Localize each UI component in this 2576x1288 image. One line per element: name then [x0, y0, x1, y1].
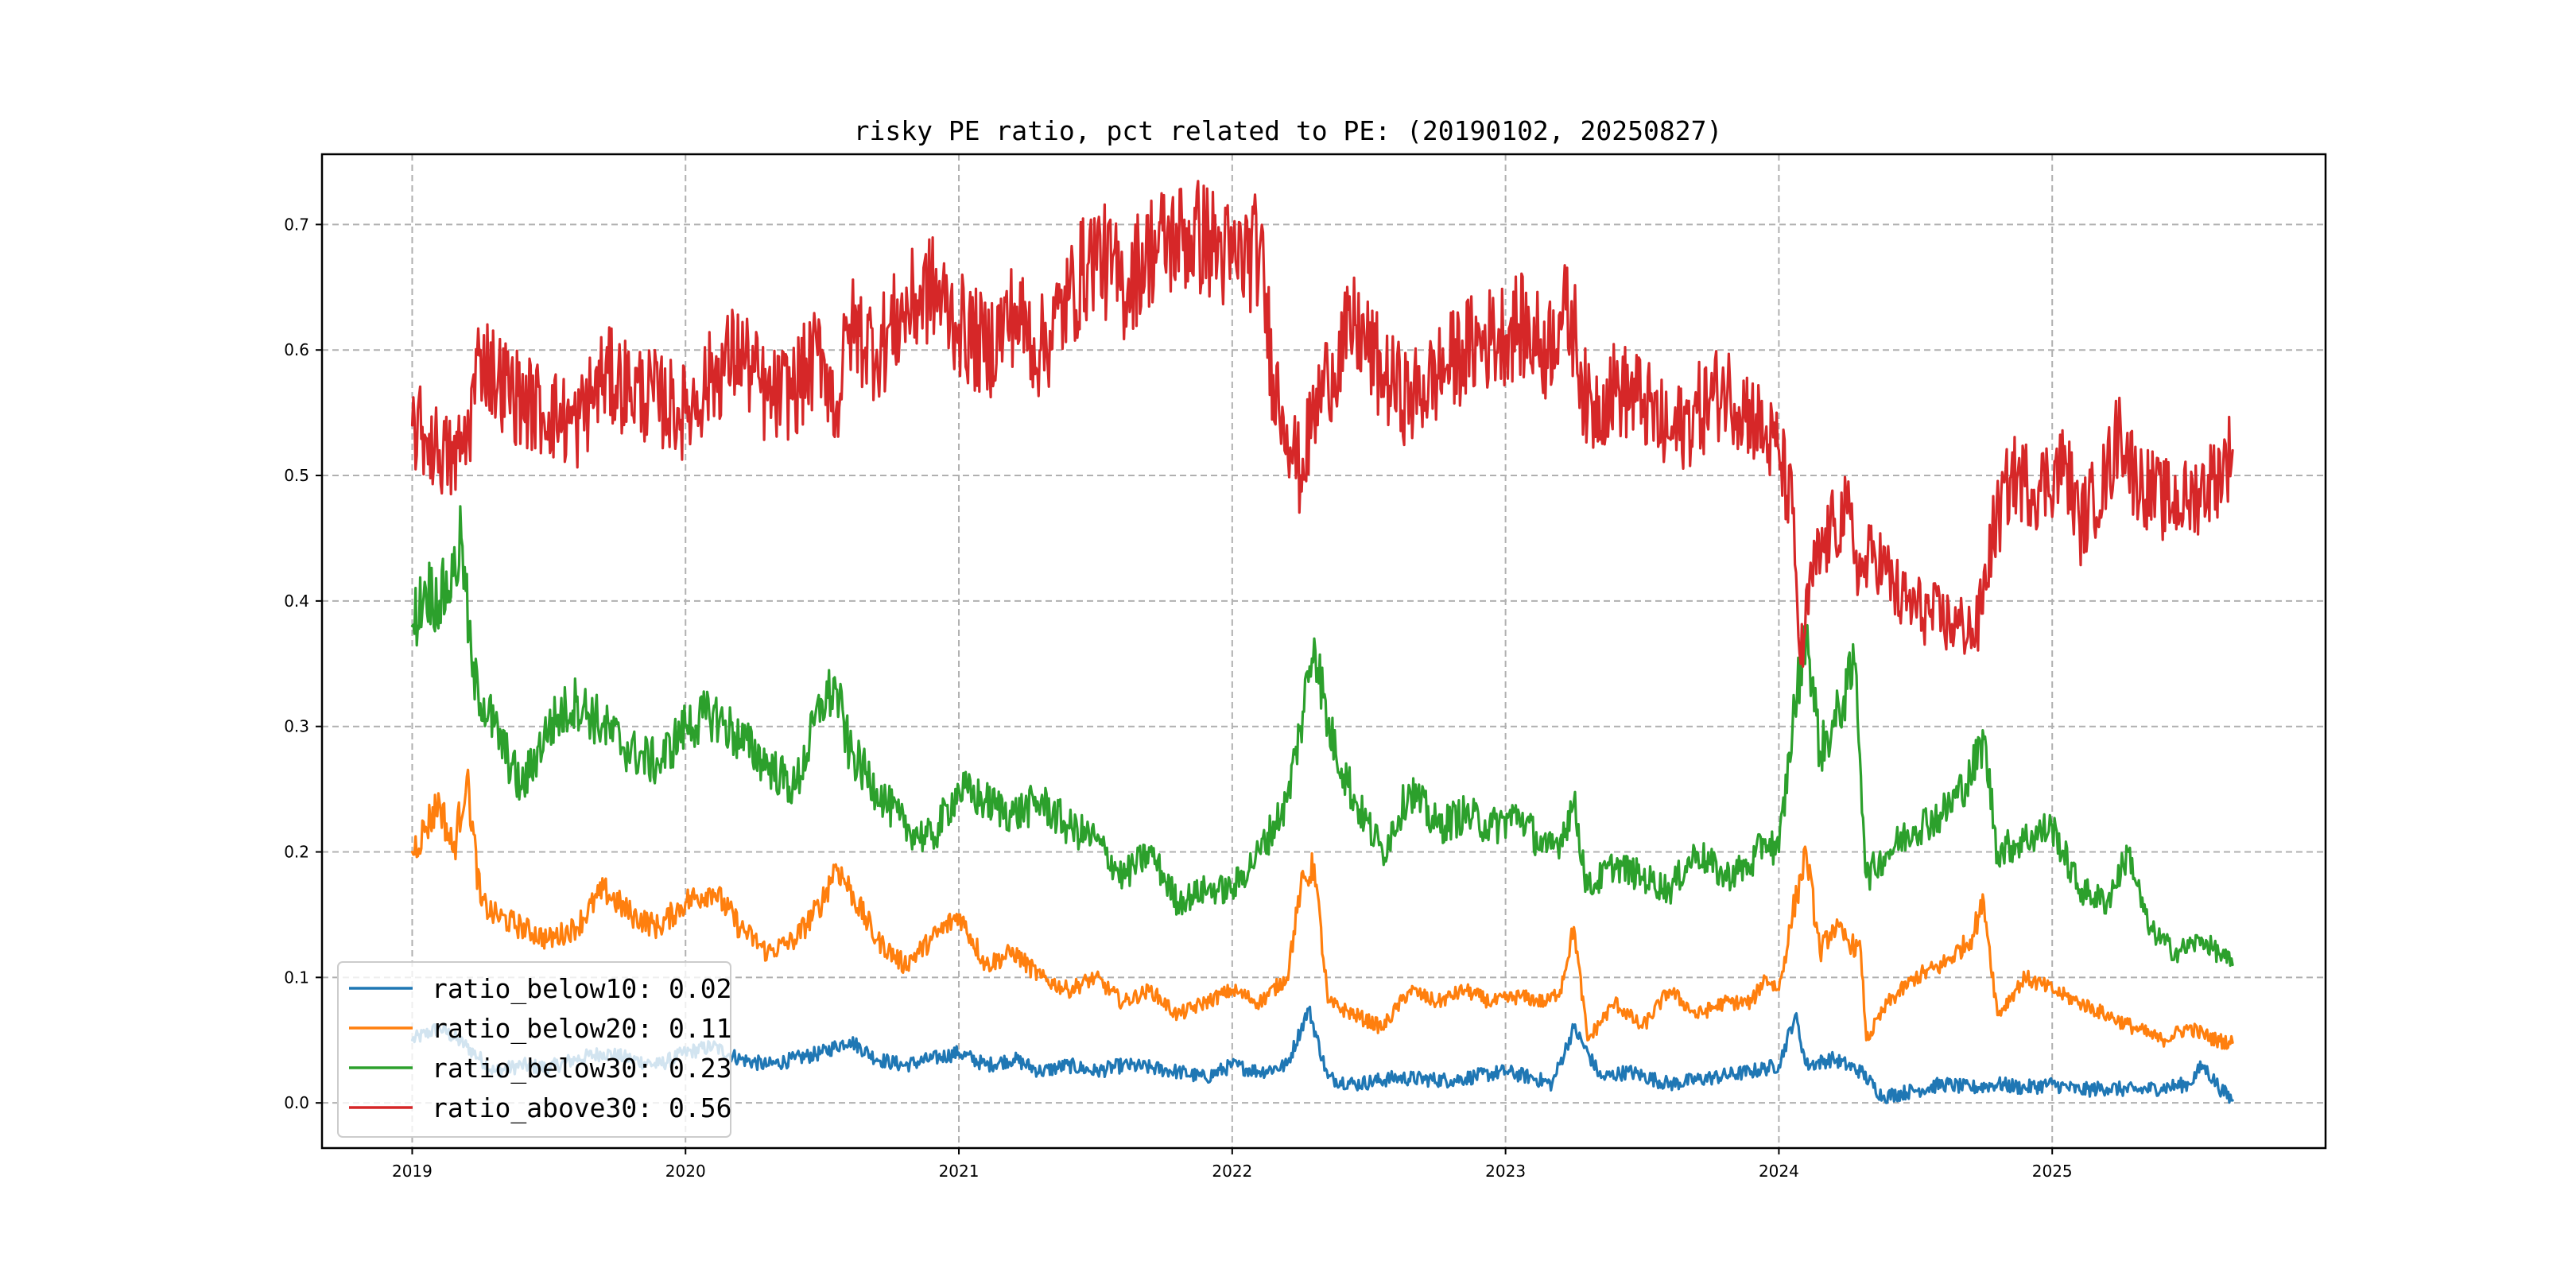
y-tick-label: 0.6 — [284, 340, 309, 359]
x-tick-label: 2022 — [1212, 1162, 1252, 1181]
legend: ratio_below10: 0.02 ratio_below20: 0.11 ra… — [337, 961, 732, 1138]
y-tick-label: 0.0 — [284, 1093, 309, 1112]
legend-label-ratio-below10: ratio_below10: 0.02 — [432, 973, 732, 1005]
axis-ticks: 2019 2020 2021 2022 2023 2024 2025 0.0 0.1 0.2 0.3… — [284, 215, 2072, 1181]
y-tick-label: 0.4 — [284, 592, 309, 611]
series-line-ratio-below20 — [410, 768, 2234, 1050]
y-tick-label: 0.7 — [284, 215, 309, 234]
y-tick-label: 0.3 — [284, 717, 309, 736]
x-tick-label: 2025 — [2032, 1162, 2073, 1181]
legend-label-ratio-below30: ratio_below30: 0.23 — [432, 1053, 732, 1084]
x-tick-label: 2019 — [392, 1162, 433, 1181]
x-tick-label: 2024 — [1759, 1162, 1799, 1181]
x-tick-label: 2021 — [939, 1162, 980, 1181]
y-tick-label: 0.5 — [284, 466, 309, 485]
legend-box — [337, 961, 731, 1138]
legend-label-ratio-below20: ratio_below20: 0.11 — [432, 1013, 732, 1045]
y-tick-label: 0.1 — [284, 968, 309, 987]
chart-title: risky PE ratio, pct related to PE: (2019… — [854, 115, 1723, 146]
series-line-ratio-below30 — [410, 505, 2234, 968]
legend-label-ratio-above30: ratio_above30: 0.56 — [432, 1092, 732, 1124]
x-tick-label: 2020 — [665, 1162, 706, 1181]
y-tick-label: 0.2 — [284, 843, 309, 862]
plot-area-frame — [320, 153, 2327, 1150]
x-tick-label: 2023 — [1485, 1162, 1526, 1181]
series-line-ratio-above30 — [410, 180, 2234, 668]
